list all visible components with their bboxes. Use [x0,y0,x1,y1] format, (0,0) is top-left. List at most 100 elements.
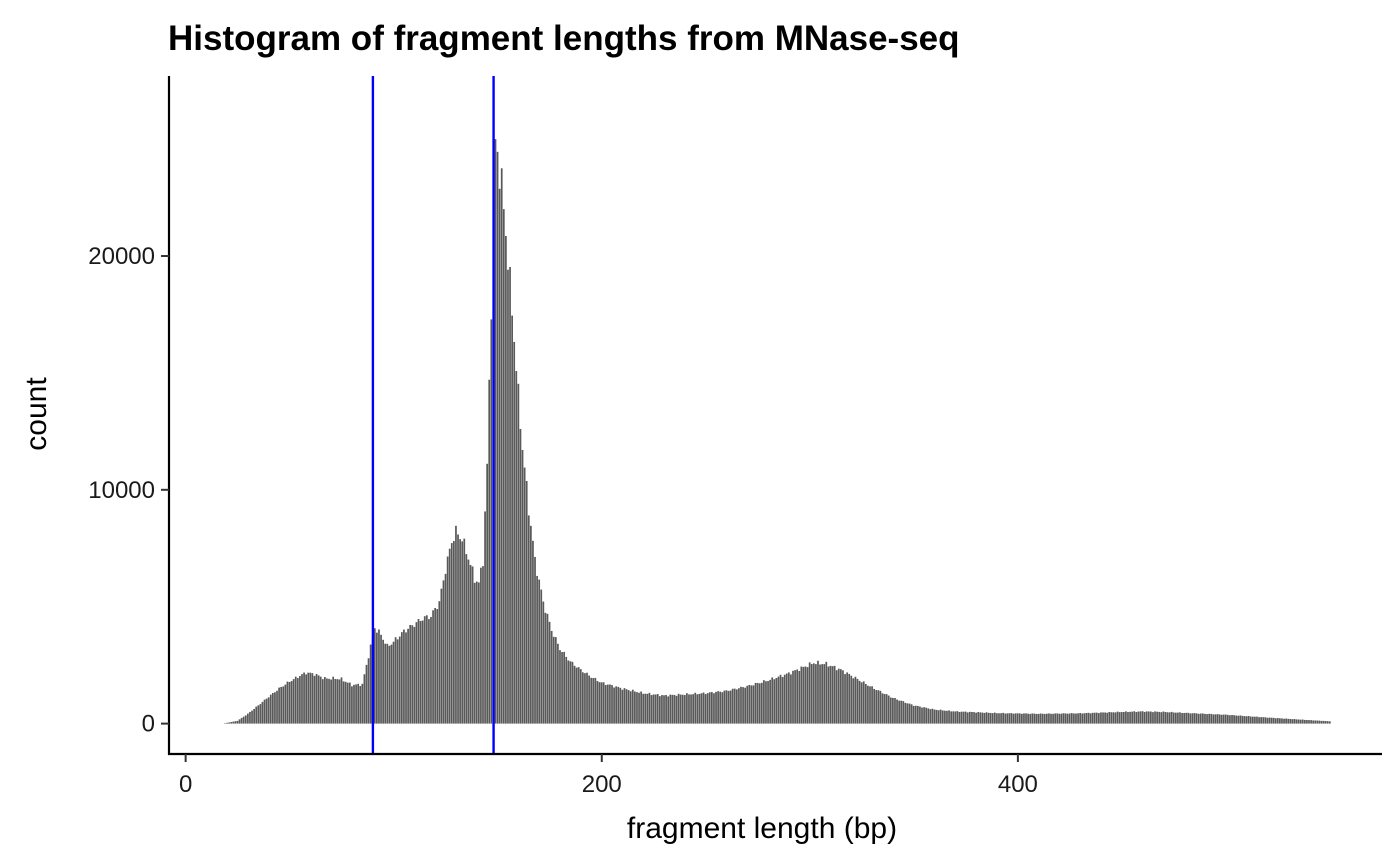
histogram-bar [359,685,362,724]
histogram-bar [902,701,905,724]
histogram-bar [1147,711,1150,724]
histogram-bar [490,319,493,724]
histogram-bar [1245,716,1248,724]
histogram-bar [1260,717,1263,724]
histogram-bar [263,699,266,724]
histogram-bar [1299,719,1302,724]
histogram-bar [867,685,869,724]
histogram-bar [409,624,412,724]
histogram-bar [1272,717,1275,724]
histogram-bar [548,621,551,724]
histogram-bar [365,664,368,724]
histogram-bar [507,269,509,724]
histogram-bar [1293,719,1296,724]
histogram-bar [817,660,819,724]
histogram-bar [983,712,986,724]
histogram-bar [944,710,946,724]
histogram-bar [973,712,975,724]
histogram-bar [821,664,823,724]
histogram-bar [604,684,607,724]
histogram-bar [1208,713,1210,724]
histogram-bar [392,641,395,724]
histogram-bar [1014,713,1017,724]
histogram-bar [929,709,932,724]
histogram-bar [238,719,241,724]
histogram-bar [1241,715,1244,724]
histogram-bar [417,618,420,724]
histogram-bar [296,678,299,724]
histogram-bar [798,670,801,724]
x-axis-label: fragment length (bp) [627,812,897,845]
histogram-bar [740,686,742,724]
histogram-bar [971,711,973,724]
histogram-bar [226,722,228,724]
histogram-bar [457,534,459,724]
histogram-bar [565,656,568,724]
histogram-bar [1222,714,1225,724]
histogram-bar [1231,714,1233,724]
histogram-bar [698,693,701,724]
histogram-bar [623,688,626,724]
histogram-bar [421,620,424,724]
histogram-bar [477,582,480,724]
histogram-bar [484,511,486,724]
histogram-bar [977,712,980,724]
histogram-bar [906,703,909,724]
histogram-bar [723,690,726,724]
histogram-bar [532,540,534,724]
histogram-bar [247,713,249,724]
histogram-bar [858,680,861,724]
histogram-bar [575,667,578,724]
histogram-bar [1195,713,1198,724]
histogram-bar [1185,712,1188,724]
histogram-bar [1328,721,1331,724]
histogram-bar [767,681,769,724]
histogram-bar [998,713,1000,724]
plot-area [224,76,1331,754]
histogram-bar [473,582,476,724]
histogram-bar [833,665,836,724]
histogram-bar [706,693,709,724]
histogram-bar [230,722,233,724]
histogram-bar [334,679,337,724]
axis-ticks: 0 200 400 0 10000 20000 [88,243,1038,798]
histogram-bar [351,686,353,724]
histogram-bar [694,692,697,724]
histogram-bar [390,644,393,724]
histogram-bar [679,694,682,724]
histogram-bar [966,712,969,724]
histogram-bar [521,450,524,724]
histogram-bar [787,672,790,724]
histogram-bar [463,538,466,724]
histogram-bar [1052,713,1054,724]
histogram-bar [815,664,817,724]
histogram-bar [785,673,788,724]
histogram-bar [1008,713,1011,724]
histogram-bar [681,694,684,724]
histogram-bar [330,679,332,724]
histogram-bar [486,463,489,724]
histogram-bar [1025,713,1027,724]
histogram-bar [357,683,360,724]
histogram-bar [617,686,620,724]
histogram-bar [592,678,595,724]
histogram-bar [752,685,755,724]
histogram-bar [908,703,911,724]
histogram-bar [259,704,262,724]
histogram-bar [1158,711,1161,724]
histogram-bar [1089,713,1092,724]
histogram-bar [584,673,586,724]
histogram-bar [667,696,670,724]
histogram-bar [1297,719,1300,724]
histogram-bar [1326,721,1329,724]
histogram-bar [438,601,441,724]
histogram-bar [1262,717,1265,724]
histogram-bar [280,687,283,724]
histogram-bar [1303,719,1306,724]
histogram-bar [324,677,326,724]
histogram-bar [1318,720,1321,724]
histogram-bar [615,686,618,724]
histogram-bar [494,139,497,724]
histogram-bar [253,708,255,724]
